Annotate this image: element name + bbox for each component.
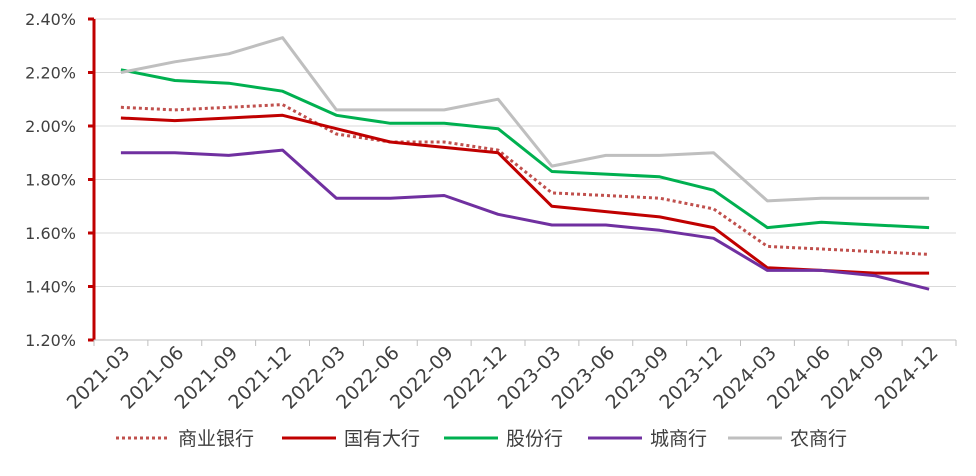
- legend-label: 国有大行: [344, 428, 420, 450]
- legend-label: 商业银行: [178, 428, 254, 450]
- legend: 商业银行 国有大行 股份行 城商行 农商行: [116, 428, 847, 450]
- grid-lines: [94, 18, 956, 287]
- series-line-2: [120, 68, 930, 230]
- y-tick-label: 1.40%: [25, 278, 76, 297]
- y-tick-label: 2.40%: [25, 10, 76, 29]
- series-line-3: [120, 148, 930, 291]
- legend-label: 农商行: [790, 428, 847, 450]
- legend-label: 城商行: [650, 428, 707, 450]
- y-tick-label: 1.20%: [25, 331, 76, 350]
- series-line-0: [120, 103, 930, 256]
- series-lines: [120, 36, 930, 291]
- y-tick-label: 1.60%: [25, 224, 76, 243]
- legend-label: 股份行: [506, 428, 563, 450]
- y-tick-labels: 1.20% 1.40% 1.60% 1.80% 2.00% 2.20% 2.40%: [25, 10, 76, 350]
- series-line-4: [120, 36, 930, 203]
- y-tick-label: 2.20%: [25, 64, 76, 83]
- y-tick-label: 1.80%: [25, 171, 76, 190]
- x-tick-labels: 2021-032021-062021-092021-122022-032022-…: [63, 342, 943, 414]
- axes: [88, 17, 957, 346]
- series-line-1: [120, 113, 930, 275]
- y-tick-label: 2.00%: [25, 117, 76, 136]
